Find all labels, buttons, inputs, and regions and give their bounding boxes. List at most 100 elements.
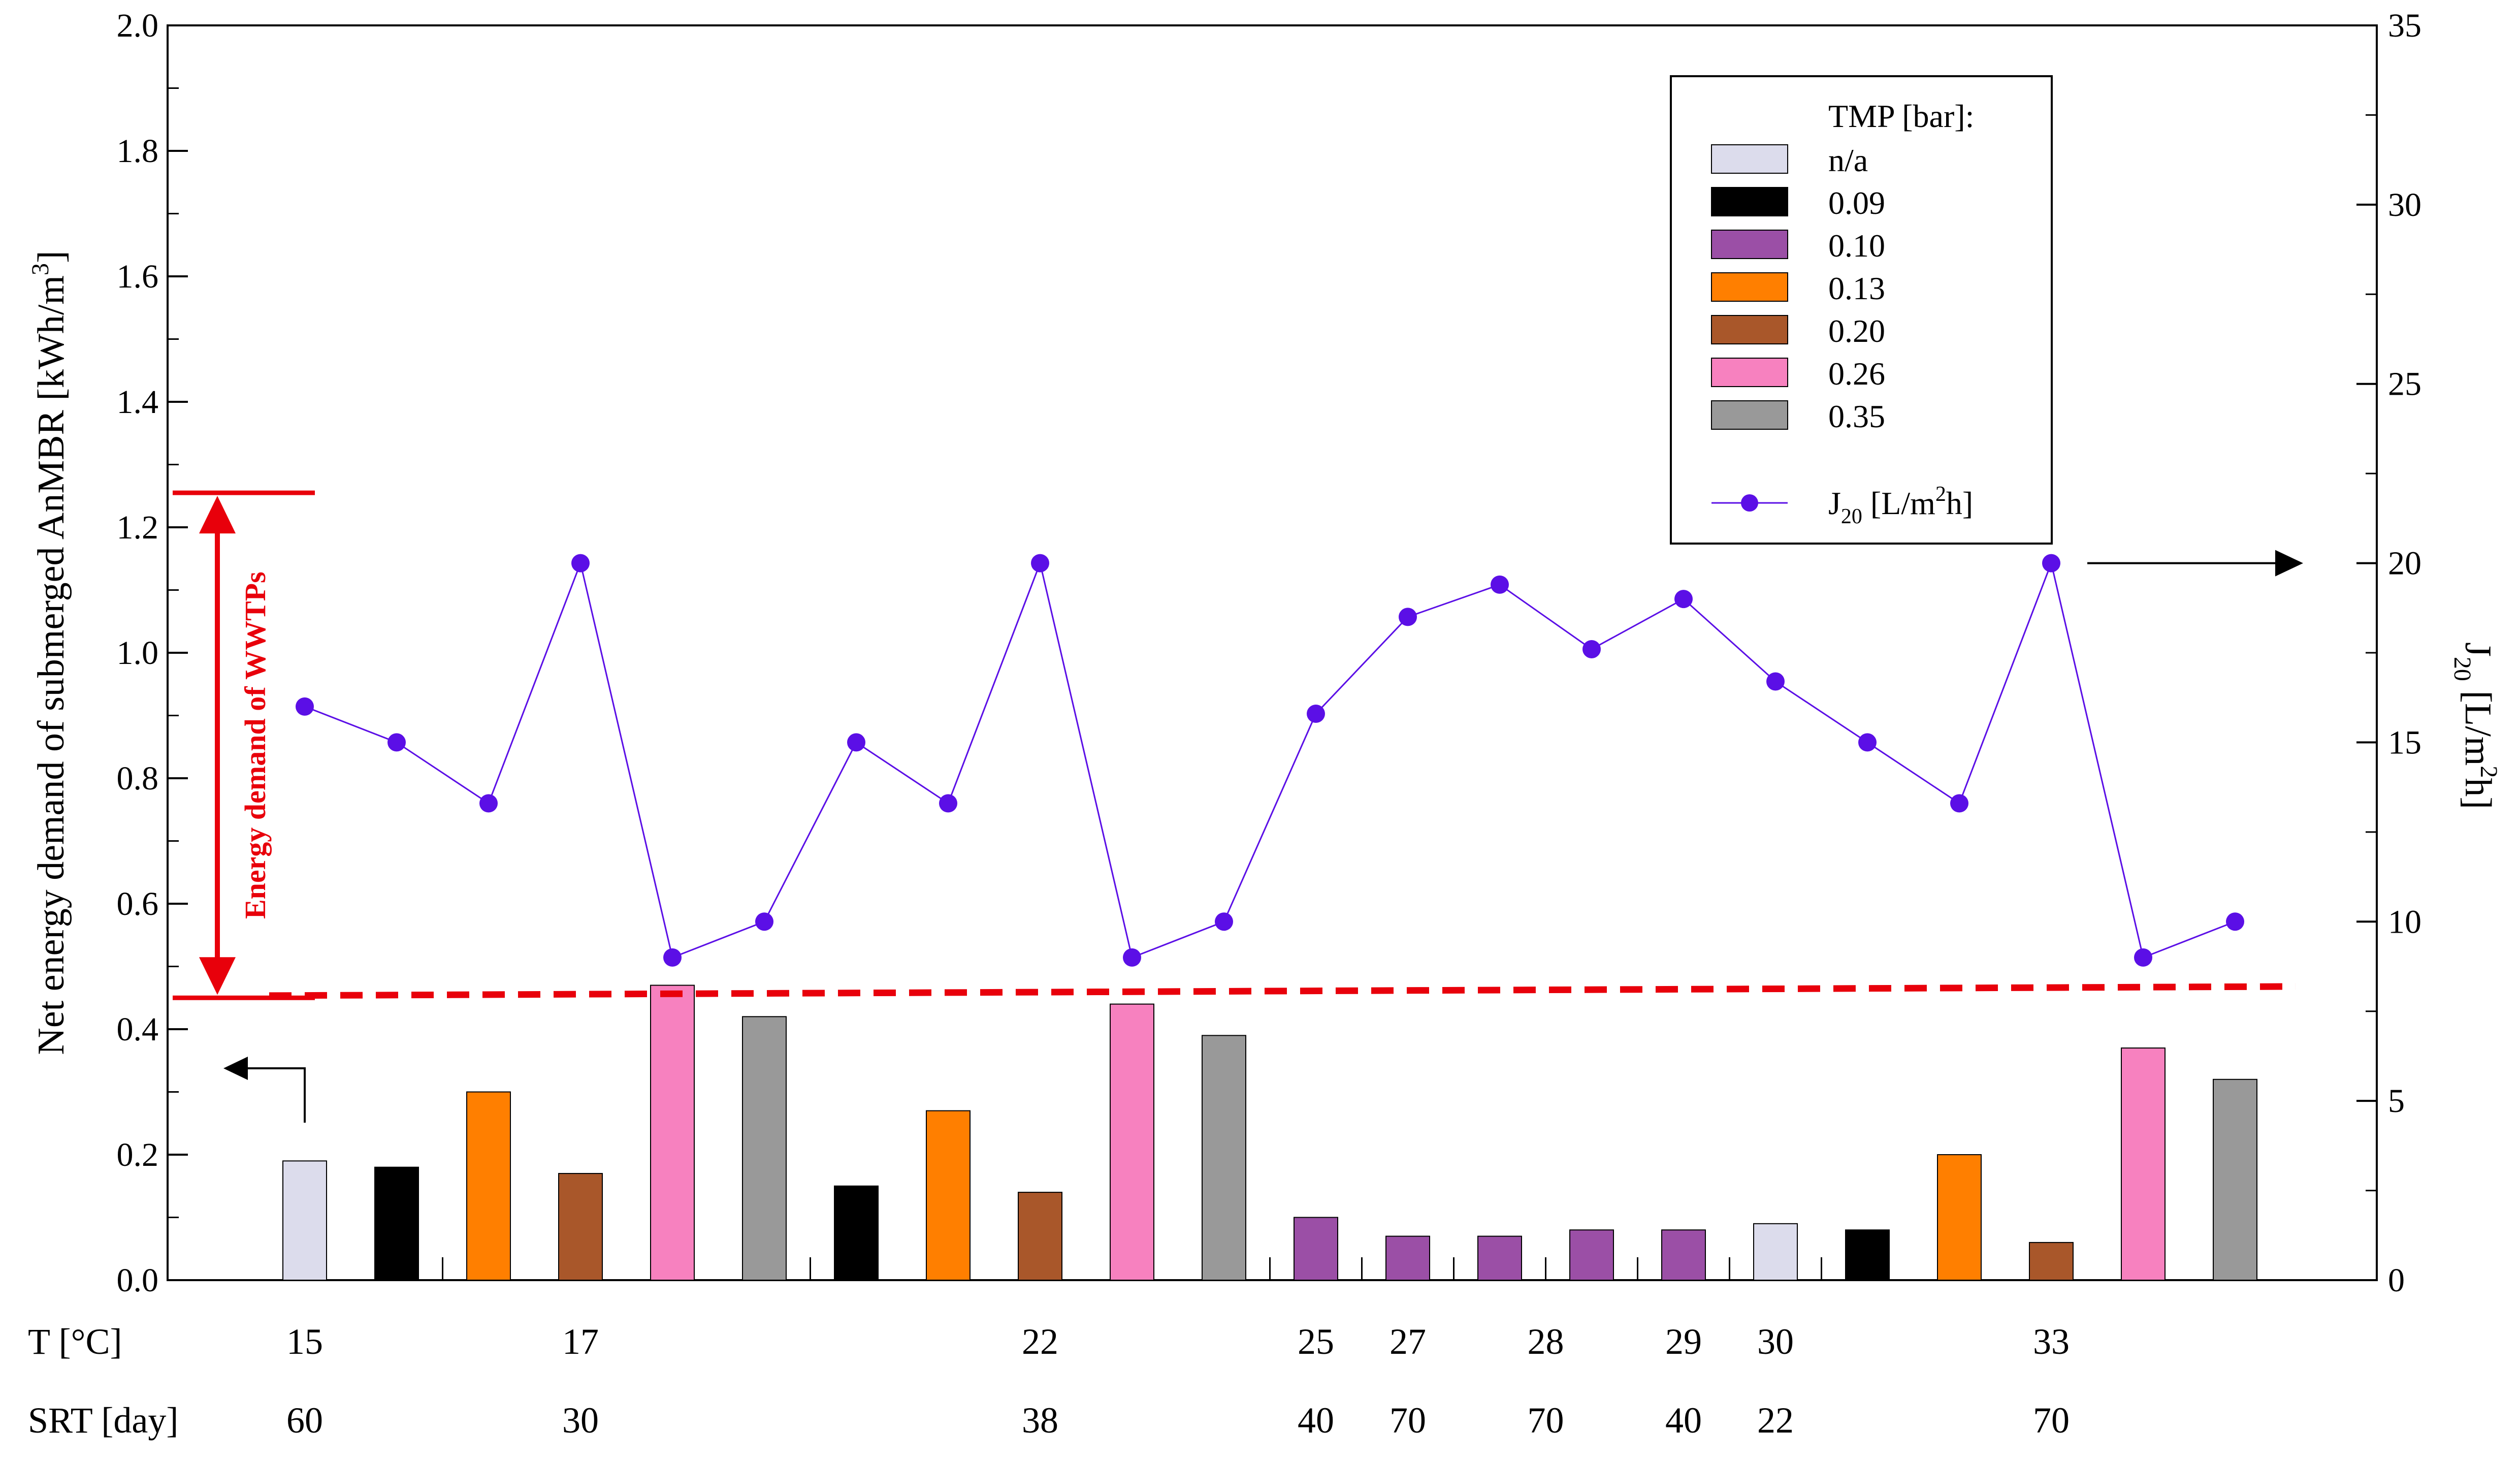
bar [926, 1110, 971, 1281]
legend-swatch [1711, 144, 1788, 174]
bracket-arrow-head-down [199, 957, 236, 995]
legend-swatch [1711, 358, 1788, 387]
row-value: 25 [1298, 1321, 1334, 1362]
left-tick-label: 0.6 [117, 885, 159, 923]
left-tick-label: 0.8 [117, 760, 159, 797]
right-axis-pointer-head [2275, 550, 2303, 577]
row-label: SRT [day] [28, 1400, 178, 1441]
j20-point [1858, 733, 1877, 752]
left-axis-pointer [244, 1067, 306, 1123]
bracket-arrow-head-up [199, 496, 236, 534]
j20-point [1307, 704, 1325, 723]
bar [2029, 1242, 2074, 1281]
bracket-annotation-label: Energy demand of WWTPs [239, 571, 272, 919]
legend-label: 0.35 [1828, 398, 1885, 434]
j20-point [1491, 575, 1509, 594]
j20-point [663, 948, 682, 967]
j20-point [296, 697, 314, 716]
bar [2121, 1047, 2166, 1281]
left-axis-title: Net energy demand of submerged AnMBR [kW… [27, 250, 72, 1055]
row-value: 22 [1022, 1321, 1058, 1362]
row-value: 22 [1757, 1400, 1794, 1441]
left-tick-label: 0.0 [117, 1262, 159, 1299]
j20-point [1031, 554, 1049, 573]
bar [1661, 1229, 1706, 1281]
j20-point [1215, 912, 1233, 931]
right-tick-label: 10 [2388, 903, 2421, 940]
bar [466, 1091, 511, 1281]
bar [1018, 1192, 1062, 1281]
legend-label: n/a [1828, 142, 1868, 178]
j20-point [2226, 912, 2244, 931]
row-value: 17 [562, 1321, 599, 1362]
j20-point [1582, 640, 1601, 658]
j20-series-line [304, 560, 2236, 959]
row-value: 40 [1298, 1400, 1334, 1441]
j20-point [2134, 948, 2152, 967]
legend-swatch [1711, 187, 1788, 216]
j20-point [2042, 554, 2060, 573]
legend-label: 0.13 [1828, 270, 1885, 306]
legend-line-marker [1741, 494, 1758, 512]
row-value: 27 [1390, 1321, 1426, 1362]
right-tick-label: 20 [2388, 545, 2421, 582]
right-tick-label: 5 [2388, 1083, 2405, 1120]
right-tick-label: 15 [2388, 724, 2421, 761]
right-tick-label: 25 [2388, 366, 2421, 403]
j20-point [847, 733, 865, 752]
legend-swatch [1711, 400, 1788, 430]
bar [1202, 1035, 1246, 1281]
left-tick-label: 1.2 [117, 509, 159, 546]
left-tick-label: 1.6 [117, 258, 159, 295]
bar [834, 1185, 879, 1281]
row-value: 28 [1528, 1321, 1564, 1362]
right-axis-title: J20 [L/m2h] [2449, 642, 2502, 809]
j20-point [755, 912, 773, 931]
legend-label: 0.20 [1828, 313, 1885, 349]
left-tick-label: 1.4 [117, 384, 159, 421]
row-value: 30 [1757, 1321, 1794, 1362]
bar [1937, 1154, 1982, 1281]
j20-point [479, 794, 498, 813]
bar [650, 984, 695, 1281]
row-value: 33 [2033, 1321, 2070, 1362]
j20-point [1950, 794, 1968, 813]
bar [558, 1173, 603, 1281]
bar [1294, 1217, 1338, 1281]
row-value: 30 [562, 1400, 599, 1441]
left-tick-label: 1.0 [117, 634, 159, 672]
bar [374, 1166, 419, 1281]
legend-swatch [1711, 230, 1788, 259]
j20-point [1674, 590, 1693, 609]
bar [1110, 1003, 1154, 1281]
j20-point [939, 794, 957, 813]
left-axis-pointer-head [223, 1057, 248, 1080]
row-value: 70 [2033, 1400, 2070, 1441]
left-tick-label: 1.8 [117, 133, 159, 170]
legend-label: 0.09 [1828, 185, 1885, 221]
legend-label: 0.10 [1828, 228, 1885, 264]
j20-point [387, 733, 406, 752]
bar [742, 1016, 787, 1281]
row-value: 38 [1022, 1400, 1058, 1441]
j20-point [1766, 672, 1785, 691]
right-tick-label: 35 [2388, 7, 2421, 44]
left-tick-label: 0.2 [117, 1136, 159, 1173]
legend-line-label: J20 [L/m2h] [1828, 483, 1973, 528]
row-label: T [°C] [28, 1321, 122, 1362]
j20-point [1123, 948, 1141, 967]
bar [1753, 1223, 1798, 1281]
j20-point [571, 554, 590, 573]
row-value: 70 [1390, 1400, 1426, 1441]
bar [1845, 1229, 1890, 1281]
bar [1477, 1235, 1522, 1281]
row-value: 70 [1528, 1400, 1564, 1441]
row-value: 40 [1665, 1400, 1702, 1441]
right-tick-label: 0 [2388, 1262, 2405, 1299]
bar [2213, 1078, 2257, 1281]
bar [282, 1160, 327, 1281]
row-value: 60 [286, 1400, 323, 1441]
legend-title: TMP [bar]: [1828, 98, 1974, 134]
